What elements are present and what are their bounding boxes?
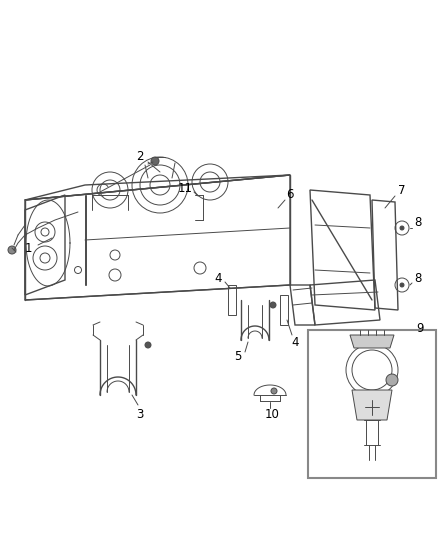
Bar bbox=[308, 330, 436, 478]
Text: 4: 4 bbox=[291, 335, 299, 349]
Text: 7: 7 bbox=[398, 183, 406, 197]
Text: 1: 1 bbox=[24, 241, 32, 254]
Text: 8: 8 bbox=[414, 215, 422, 229]
Circle shape bbox=[400, 283, 404, 287]
Polygon shape bbox=[352, 390, 392, 420]
Text: 9: 9 bbox=[416, 321, 424, 335]
Circle shape bbox=[151, 157, 159, 165]
Text: 10: 10 bbox=[265, 408, 279, 422]
Circle shape bbox=[270, 302, 276, 308]
Text: 2: 2 bbox=[136, 150, 144, 164]
Circle shape bbox=[145, 342, 151, 348]
Circle shape bbox=[386, 374, 398, 386]
Circle shape bbox=[271, 388, 277, 394]
Text: 8: 8 bbox=[414, 271, 422, 285]
Circle shape bbox=[400, 226, 404, 230]
Circle shape bbox=[8, 246, 16, 254]
Text: 6: 6 bbox=[286, 189, 294, 201]
Text: 5: 5 bbox=[234, 351, 242, 364]
Text: 4: 4 bbox=[214, 271, 222, 285]
Text: 3: 3 bbox=[136, 408, 144, 422]
Polygon shape bbox=[350, 335, 394, 348]
Text: 11: 11 bbox=[177, 182, 192, 195]
